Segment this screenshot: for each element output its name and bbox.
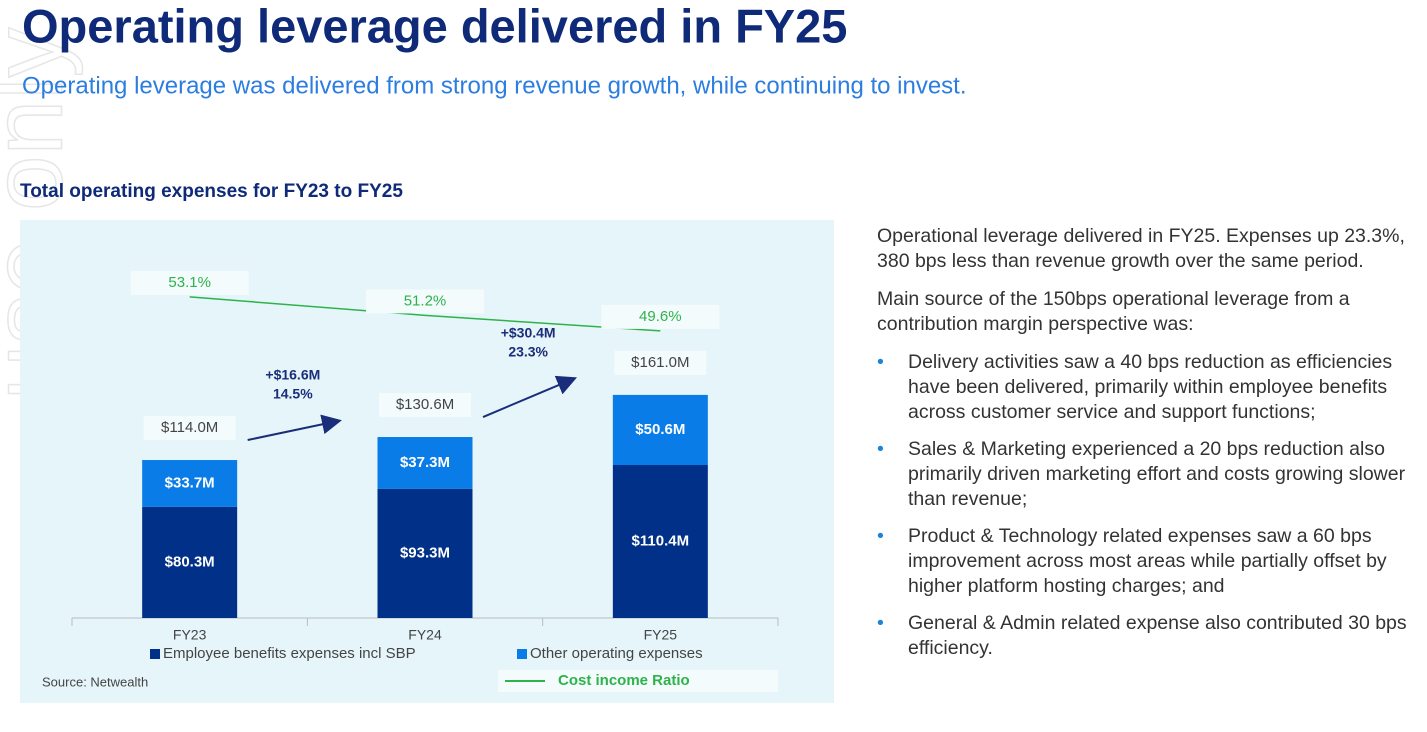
bar-value-label: $110.4M [632,532,690,549]
label-box [379,393,471,418]
legend-label: Employee benefits expenses incl SBP [163,645,416,662]
bar-value-label: $93.3M [400,544,450,561]
bullet: Delivery activities saw a 40 bps reducti… [877,350,1422,425]
growth-amount: +$16.6M [265,367,320,383]
bar-segment [612,394,708,466]
bullet-list: Delivery activities saw a 40 bps reducti… [877,350,1422,661]
bar-segment [612,465,708,618]
ratio-line [189,296,661,332]
bar-value-label: $80.3M [165,553,215,570]
legend-box [498,670,778,692]
total-label: $161.0M [631,354,689,371]
label-box [366,289,484,314]
slide-title: Operating leverage delivered in FY25 [22,0,847,52]
paragraph: Operational leverage delivered in FY25. … [877,225,1405,272]
growth-arrow [247,414,342,442]
chart: FY23 $80.3M $33.7M $114.0M FY24 $93.3M $37.3M $… [42,270,779,692]
commentary: Operational leverage delivered in FY25. … [877,224,1422,673]
bullet: Sales & Marketing experienced a 20 bps r… [877,437,1422,512]
source: Source: Netwealth [42,674,148,689]
label-box [143,416,236,441]
ratio-label: 53.1% [168,274,211,291]
total-label: $114.0M [161,419,218,436]
legend-swatch [150,649,160,659]
bar-segment [377,437,473,489]
bar-value-label: $37.3M [400,454,450,471]
growth-percent: 23.3% [508,344,548,360]
x-tick-label: FY23 [173,627,207,643]
bullet: General & Admin related expense also con… [877,611,1422,661]
bar-value-label: $33.7M [165,474,215,491]
growth-amount: +$30.4M [501,325,556,341]
slide-subtitle: Operating leverage was delivered from st… [22,72,967,99]
bar-value-label: $50.6M [635,421,685,438]
bar-segment [142,460,238,507]
legend-label: Cost income Ratio [558,672,690,689]
label-box [614,350,707,375]
ratio-label: 51.2% [404,292,447,309]
label-box [130,270,249,295]
chart-title: Total operating expenses for FY23 to FY2… [20,181,403,202]
growth-percent: 14.5% [273,386,313,402]
bullet: Product & Technology related expenses sa… [877,524,1422,599]
legend-swatch [517,649,527,659]
x-tick-label: FY24 [408,627,442,643]
paragraph: Main source of the 150bps operational le… [877,288,1350,335]
label-box [601,304,720,329]
legend-label: Other operating expenses [530,645,703,662]
bar-segment [142,506,238,618]
x-tick-label: FY25 [644,627,678,643]
growth-arrow [482,375,578,418]
ratio-label: 49.6% [639,308,682,325]
bar-segment [377,488,473,618]
total-label: $130.6M [396,396,454,413]
